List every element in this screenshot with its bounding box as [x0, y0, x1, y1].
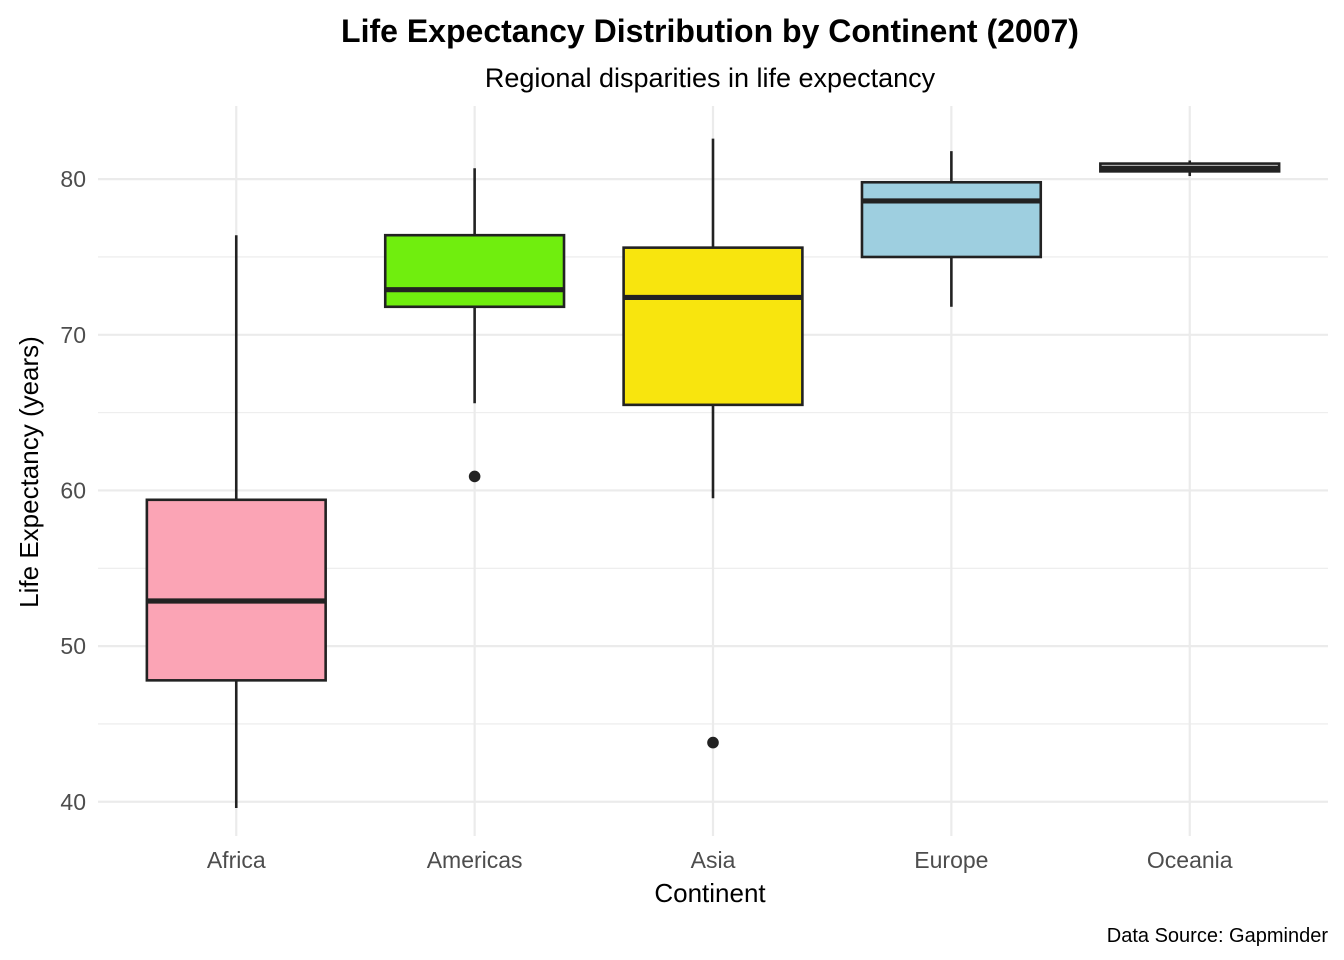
- x-axis-ticks: Africa Americas Asia Europe Oceania: [207, 847, 1233, 873]
- outlier-point: [707, 736, 719, 749]
- chart-title: Life Expectancy Distribution by Continen…: [341, 13, 1079, 49]
- y-tick-label: 60: [60, 477, 86, 503]
- box-europe: [860, 151, 1043, 307]
- outlier-point: [468, 470, 481, 483]
- box-americas: [383, 168, 566, 483]
- x-tick-label: Oceania: [1147, 847, 1233, 873]
- y-tick-label: 50: [60, 633, 86, 659]
- x-axis-title: Continent: [654, 878, 766, 908]
- box-africa: [145, 235, 327, 808]
- y-tick-label: 70: [60, 322, 86, 348]
- x-tick-label: Asia: [691, 847, 736, 873]
- chart-subtitle: Regional disparities in life expectancy: [485, 63, 936, 93]
- y-tick-label: 80: [60, 166, 86, 192]
- y-axis-ticks: 40 50 60 70 80: [60, 166, 86, 815]
- box-body: [860, 180, 1043, 259]
- box-series: [145, 138, 1281, 808]
- y-tick-label: 40: [60, 789, 86, 815]
- x-tick-label: Europe: [914, 847, 988, 873]
- box-asia: [622, 138, 804, 749]
- box-body: [383, 233, 566, 309]
- box-body: [622, 246, 804, 407]
- x-tick-label: Americas: [427, 847, 523, 873]
- x-tick-label: Africa: [207, 847, 266, 873]
- chart-caption: Data Source: Gapminder: [1107, 925, 1329, 947]
- y-axis-title: Life Expectancy (years): [14, 336, 44, 608]
- box-body: [145, 498, 327, 682]
- box-oceania: [1099, 160, 1281, 177]
